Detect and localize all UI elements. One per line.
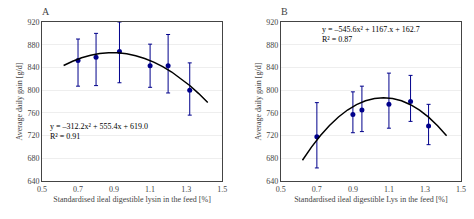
svg-text:840: 840 xyxy=(27,63,39,72)
svg-text:1.1: 1.1 xyxy=(145,185,155,194)
svg-text:680: 680 xyxy=(27,154,39,163)
svg-text:1.5: 1.5 xyxy=(456,185,466,194)
svg-text:y = –545.6x² + 1167.x + 162.7R: y = –545.6x² + 1167.x + 162.7R² = 0.87 xyxy=(322,25,420,44)
svg-text:640: 640 xyxy=(27,177,39,186)
svg-text:Average daily gain [g/d]: Average daily gain [g/d] xyxy=(15,62,24,140)
svg-text:880: 880 xyxy=(266,41,278,50)
svg-text:1.3: 1.3 xyxy=(181,185,191,194)
svg-text:880: 880 xyxy=(27,41,39,50)
svg-text:0.5: 0.5 xyxy=(37,185,47,194)
svg-text:680: 680 xyxy=(266,154,278,163)
svg-text:800: 800 xyxy=(27,86,39,95)
svg-text:920: 920 xyxy=(266,18,278,27)
svg-text:1.1: 1.1 xyxy=(384,185,394,194)
svg-text:Average daily gain [g/d]: Average daily gain [g/d] xyxy=(254,62,263,140)
svg-text:720: 720 xyxy=(27,131,39,140)
svg-text:Standardised ileal digestible: Standardised ileal digestible lysin in t… xyxy=(53,195,211,204)
svg-text:Standardised ileal digestible: Standardised ileal digestible Lys in the… xyxy=(294,195,448,204)
svg-text:760: 760 xyxy=(266,109,278,118)
svg-text:0.7: 0.7 xyxy=(312,185,322,194)
svg-text:800: 800 xyxy=(266,86,278,95)
svg-text:0.9: 0.9 xyxy=(348,185,358,194)
svg-text:840: 840 xyxy=(266,63,278,72)
svg-text:720: 720 xyxy=(266,131,278,140)
svg-text:B: B xyxy=(281,6,288,17)
svg-text:1.3: 1.3 xyxy=(420,185,430,194)
svg-text:A: A xyxy=(42,6,50,17)
svg-text:920: 920 xyxy=(27,18,39,27)
svg-text:640: 640 xyxy=(266,177,278,186)
svg-text:0.7: 0.7 xyxy=(73,185,83,194)
svg-text:0.9: 0.9 xyxy=(109,185,119,194)
svg-text:760: 760 xyxy=(27,109,39,118)
svg-text:y = –312.2x² + 555.4x + 619.0R: y = –312.2x² + 555.4x + 619.0R² = 0.91 xyxy=(50,122,148,141)
svg-text:0.5: 0.5 xyxy=(276,185,286,194)
svg-text:1.5: 1.5 xyxy=(217,185,227,194)
